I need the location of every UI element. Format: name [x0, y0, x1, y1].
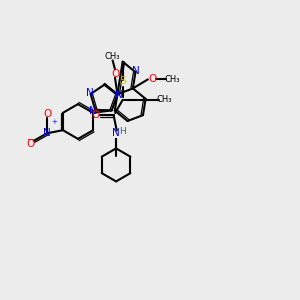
Text: H: H — [119, 127, 126, 136]
Text: CH₃: CH₃ — [157, 95, 172, 104]
Text: +: + — [51, 119, 57, 125]
Text: −: − — [26, 134, 34, 143]
Text: CH₃: CH₃ — [105, 52, 120, 61]
Text: N: N — [115, 90, 122, 100]
Text: O: O — [111, 69, 119, 79]
Text: N: N — [85, 88, 93, 98]
Text: S: S — [119, 76, 126, 86]
Text: N: N — [44, 128, 51, 138]
Text: CH₃: CH₃ — [165, 75, 180, 84]
Text: N: N — [132, 66, 139, 76]
Text: O: O — [43, 109, 52, 119]
Text: N: N — [112, 128, 120, 138]
Text: O: O — [92, 110, 100, 120]
Text: N: N — [89, 106, 97, 116]
Text: O: O — [26, 139, 34, 149]
Text: O: O — [148, 74, 156, 84]
